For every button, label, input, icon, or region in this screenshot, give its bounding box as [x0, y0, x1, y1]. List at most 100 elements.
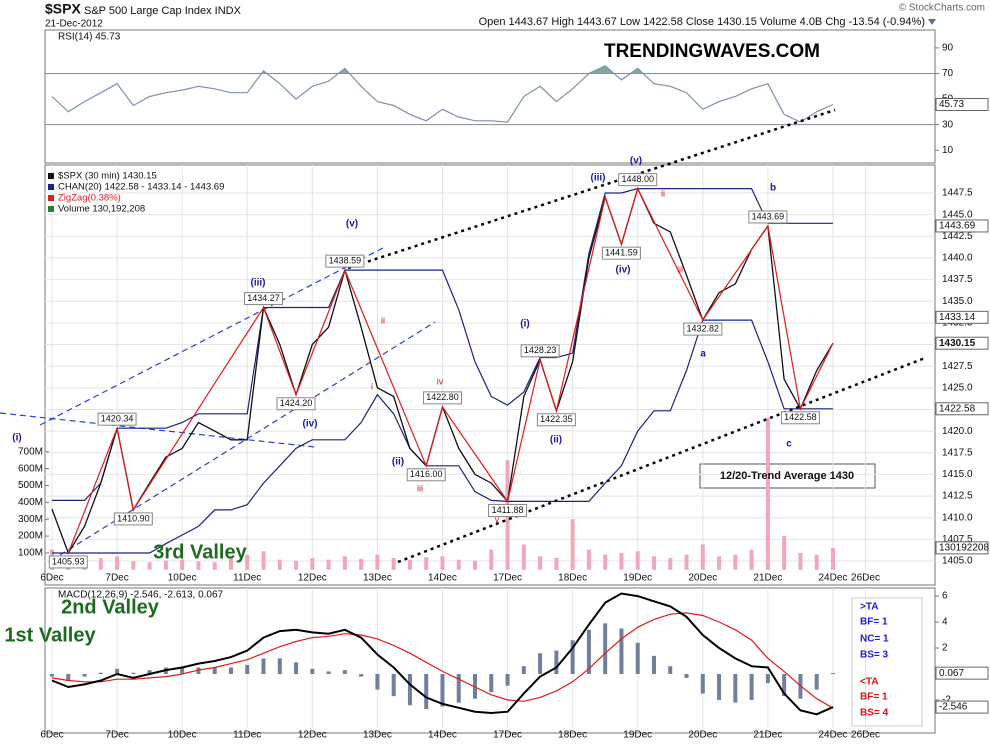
histogram-bar	[391, 674, 396, 697]
volume-bar	[115, 556, 120, 570]
volume-bar	[749, 549, 754, 570]
histogram-bar	[717, 674, 722, 700]
pivot-label-box	[422, 391, 462, 405]
y-tick-label: 1420.0	[942, 426, 973, 437]
volume-bar	[456, 559, 461, 570]
y-tick-label: -2	[942, 695, 951, 706]
volume-bar	[277, 559, 282, 570]
pivot-label-box	[97, 412, 137, 426]
pivot-label-box	[276, 397, 316, 411]
y-tick-label: 70	[942, 68, 954, 79]
y-tick-label: 1437.5	[942, 274, 973, 285]
pivot-label-box	[325, 254, 365, 268]
y-tick-label: 4	[942, 617, 948, 628]
annotation: TRENDINGWAVES.COM	[604, 41, 820, 62]
pivot-label: 1422.35	[540, 414, 573, 424]
histogram-bar	[700, 674, 705, 694]
price-marker: 1422.58	[939, 403, 976, 414]
x-tick-label: 19Dec	[623, 573, 652, 584]
annotation: ii	[661, 188, 665, 198]
volume-bar	[424, 557, 429, 570]
y-tick-label: 10	[942, 145, 954, 156]
legend-label: CHAN(20) 1422.58 - 1433.14 - 1443.69	[58, 182, 224, 193]
macd-marker: -2.546	[939, 702, 968, 713]
pivot-label: 1410.90	[117, 513, 150, 523]
histogram-bar	[326, 671, 331, 675]
annotation: (iv)	[303, 419, 318, 430]
histogram-bar	[668, 666, 673, 675]
y-tick-label: 1447.5	[942, 188, 973, 199]
annotation: BF= 1	[860, 692, 888, 703]
volume-bar	[684, 554, 689, 570]
pivot-label: 1428.23	[524, 345, 557, 355]
histogram-bar	[489, 674, 494, 693]
price-marker-box	[935, 402, 989, 416]
legend-label: Volume 130,192,208	[58, 204, 145, 215]
y2-tick-label: 200M	[18, 531, 43, 542]
volume-bar	[603, 554, 608, 570]
x-tick-label: 6Dec	[40, 573, 63, 584]
price-frame	[44, 164, 936, 586]
volume-bar	[440, 556, 445, 570]
histogram-bar	[570, 640, 575, 675]
price-marker-box	[935, 336, 989, 350]
histogram-bar	[342, 670, 347, 675]
volume-bar	[163, 560, 168, 570]
pivot-label: 1424.20	[280, 398, 313, 408]
volume-bar	[245, 554, 250, 570]
x-tick-label: 26Dec	[851, 730, 880, 741]
annotation: (i)	[12, 433, 21, 444]
volume-bar	[538, 556, 543, 570]
histogram-bar	[294, 662, 299, 675]
volume-bar	[98, 558, 103, 570]
volume-bar	[261, 551, 266, 570]
histogram-bar	[749, 674, 754, 700]
x-tick-label: 24Dec	[819, 573, 848, 584]
annotation: b	[770, 183, 776, 194]
y-tick-label: 6	[942, 591, 948, 602]
y-tick-label: 1427.5	[942, 361, 973, 372]
y-tick-label: 1412.5	[942, 491, 973, 502]
pivot-label-box	[244, 292, 284, 306]
y-tick-label: 2	[942, 643, 948, 654]
histogram-bar	[830, 673, 835, 675]
quote-arrow	[928, 19, 936, 25]
y2-tick-label: 100M	[18, 548, 43, 559]
annotation: 3rd Valley	[153, 541, 247, 563]
x-tick-label: 14Dec	[428, 730, 457, 741]
volume-last-label: 130192208	[939, 542, 989, 553]
histogram-bar	[245, 664, 250, 675]
volume-bar	[782, 536, 787, 570]
y-tick-label: 30	[942, 119, 954, 130]
pivot-label: 1434.27	[247, 293, 280, 303]
rsi-last-label: 45.73	[939, 99, 964, 110]
histogram-bar	[684, 674, 689, 678]
histogram-bar	[782, 674, 787, 697]
volume-bar	[375, 554, 380, 570]
histogram-bar	[619, 628, 624, 675]
pivot-label: 1420.34	[101, 414, 134, 424]
annotation: (ii)	[550, 435, 562, 446]
macd-line	[51, 592, 834, 716]
histogram-bar	[603, 623, 608, 675]
annotation: >TA	[860, 602, 878, 613]
volume-bar	[619, 552, 624, 570]
annotation: <TA	[860, 677, 878, 688]
x-tick-label: 18Dec	[558, 730, 587, 741]
annotation: (i)	[520, 319, 529, 330]
macd-marker-box	[935, 666, 989, 680]
legend-label: $SPX (30 min) 1430.15	[58, 171, 157, 182]
pivot-label: 1443.69	[752, 211, 785, 221]
histogram-bar	[98, 672, 103, 675]
pivot-label: 1441.59	[605, 248, 638, 258]
annotation: 2nd Valley	[61, 596, 160, 618]
pivot-label-box	[520, 344, 560, 358]
ta-box	[851, 597, 923, 727]
histogram-bar	[82, 674, 87, 677]
pivot-label: 1438.59	[329, 256, 362, 266]
volume-bar	[586, 549, 591, 570]
histogram-bar	[180, 667, 185, 675]
histogram-bar	[359, 674, 364, 677]
volume-bar	[554, 558, 559, 570]
